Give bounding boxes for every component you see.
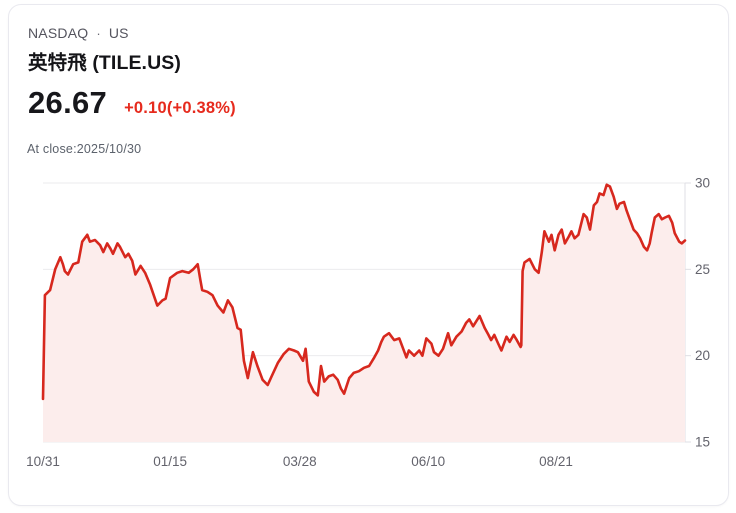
- exchange-label: NASDAQ: [28, 25, 89, 41]
- svg-text:10/31: 10/31: [26, 454, 60, 469]
- svg-text:08/21: 08/21: [539, 454, 573, 469]
- svg-text:01/15: 01/15: [153, 454, 187, 469]
- stock-widget-card: NASDAQ · US 英特飛 (TILE.US) 26.67 +0.10(+0…: [8, 4, 729, 506]
- separator-dot: ·: [96, 25, 101, 41]
- market-label: US: [108, 25, 129, 41]
- svg-text:30: 30: [695, 176, 710, 191]
- y-axis-labels: 30 25 20 15: [695, 176, 710, 450]
- stock-title: 英特飛 (TILE.US): [28, 52, 181, 74]
- price-change: +0.10(+0.38%): [124, 99, 236, 117]
- svg-text:25: 25: [695, 262, 710, 277]
- x-axis-labels: 10/31 01/15 03/28 06/10 08/21: [26, 454, 573, 469]
- svg-text:03/28: 03/28: [283, 454, 317, 469]
- price-area-fill: [43, 184, 685, 442]
- price-row: 26.67 +0.10(+0.38%): [28, 85, 236, 121]
- last-price: 26.67: [28, 85, 108, 120]
- exchange-row: NASDAQ · US: [28, 25, 129, 41]
- svg-text:20: 20: [695, 348, 710, 363]
- close-info: At close:2025/10/30: [27, 142, 142, 156]
- svg-text:06/10: 06/10: [411, 454, 445, 469]
- svg-text:15: 15: [695, 435, 710, 450]
- price-line: [41, 183, 687, 401]
